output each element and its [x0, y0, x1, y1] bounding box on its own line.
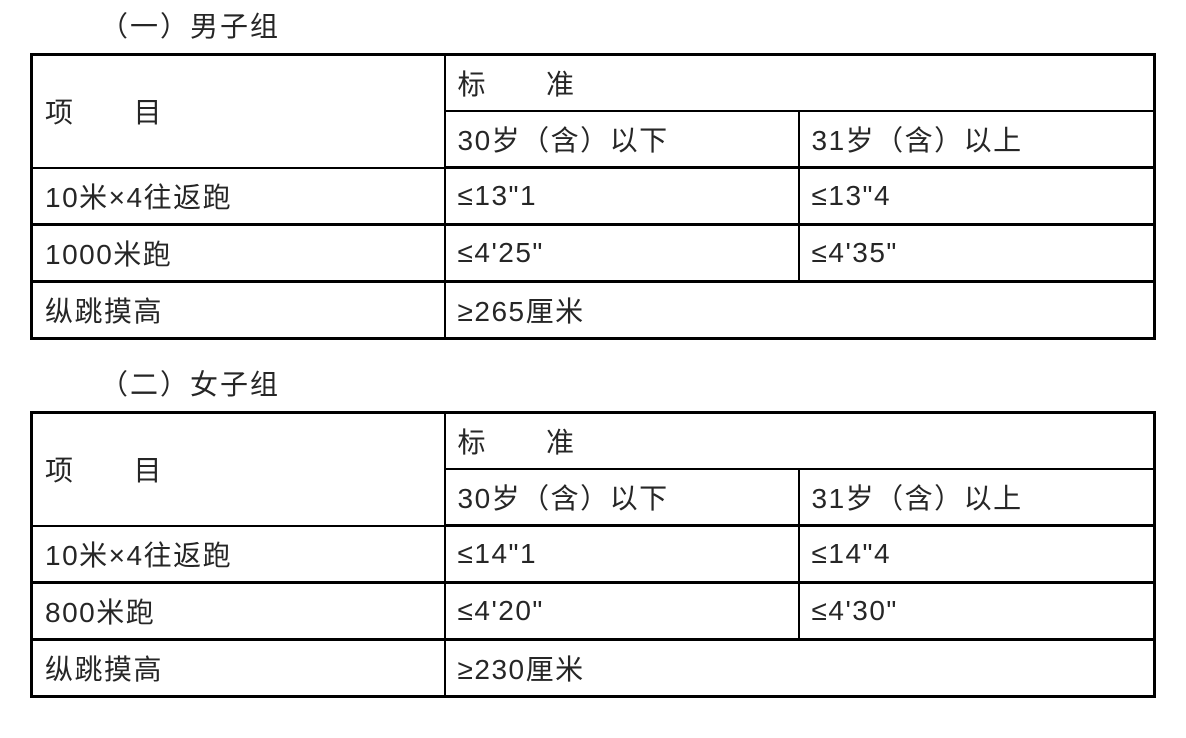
table-row: 纵跳摸高 ≥230厘米	[30, 638, 1156, 698]
table-row: 10米×4往返跑 ≤14"1 ≤14"4	[30, 524, 1156, 584]
age-under-30-header-cell: 30岁（含）以下	[443, 110, 800, 169]
value-all-ages-cell: ≥265厘米	[443, 280, 1156, 340]
table-row: 30岁（含）以下 31岁（含）以上	[32, 468, 1156, 527]
women-standards-table: 项 目 标 准 30岁（含）以下 31岁（含）以上 10米×4往返跑 ≤14"1…	[30, 411, 1157, 698]
value-under-30-cell: ≤4'20"	[443, 581, 800, 641]
age-over-31-header-cell: 31岁（含）以上	[797, 468, 1156, 527]
table-row: 项 目 标 准	[30, 53, 1156, 169]
document-page: （一）男子组 项 目 标 准 30岁（含）以下 31岁（含）以上 10米×4往返…	[30, 11, 1157, 698]
table-row: 30岁（含）以下 31岁（含）以上	[32, 110, 1156, 169]
value-under-30-cell: ≤4'25"	[443, 223, 800, 283]
item-cell: 800米跑	[30, 581, 446, 641]
standard-header-cell: 标 准	[443, 53, 1156, 112]
value-over-31-cell: ≤14"4	[797, 524, 1156, 584]
item-cell: 1000米跑	[30, 223, 446, 283]
table-row: 10米×4往返跑 ≤13"1 ≤13"4	[30, 166, 1156, 226]
age-under-30-header-cell: 30岁（含）以下	[443, 468, 800, 527]
section-title-men: （一）男子组	[100, 11, 281, 42]
men-standards-table: 项 目 标 准 30岁（含）以下 31岁（含）以上 10米×4往返跑 ≤13"1…	[30, 53, 1157, 340]
item-header-cell: 项 目	[30, 411, 446, 527]
table-row: 800米跑 ≤4'20" ≤4'30"	[30, 581, 1156, 641]
standard-header-cell: 标 准	[443, 411, 1156, 470]
item-cell: 纵跳摸高	[30, 280, 446, 340]
value-under-30-cell: ≤14"1	[443, 524, 800, 584]
item-cell: 10米×4往返跑	[30, 166, 446, 226]
value-over-31-cell: ≤4'35"	[797, 223, 1156, 283]
item-cell: 纵跳摸高	[30, 638, 446, 698]
age-over-31-header-cell: 31岁（含）以上	[797, 110, 1156, 169]
value-over-31-cell: ≤13"4	[797, 166, 1156, 226]
value-all-ages-cell: ≥230厘米	[443, 638, 1156, 698]
table-row: 1000米跑 ≤4'25" ≤4'35"	[30, 223, 1156, 283]
item-cell: 10米×4往返跑	[30, 524, 446, 584]
value-under-30-cell: ≤13"1	[443, 166, 800, 226]
table-row: 纵跳摸高 ≥265厘米	[30, 280, 1156, 340]
value-over-31-cell: ≤4'30"	[797, 581, 1156, 641]
section-title-women: （二）女子组	[100, 369, 281, 400]
table-row: 项 目 标 准	[30, 411, 1156, 527]
item-header-cell: 项 目	[30, 53, 446, 169]
